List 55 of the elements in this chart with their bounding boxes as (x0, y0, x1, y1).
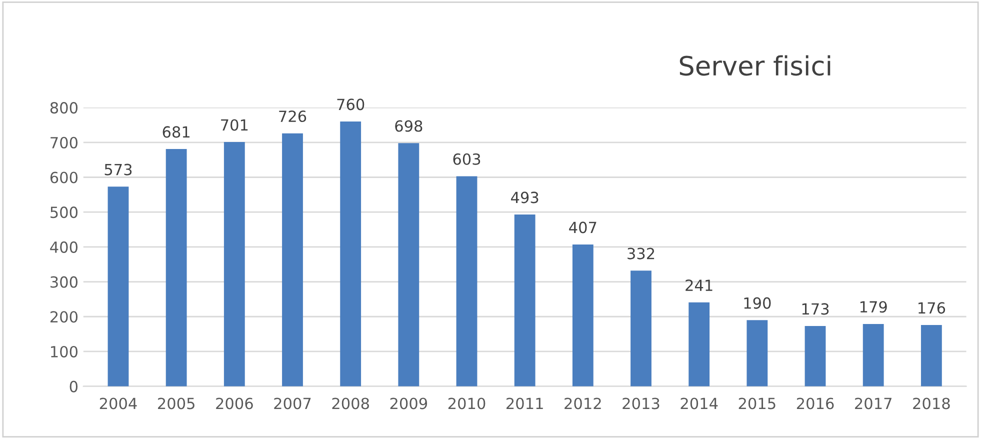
bar (746, 320, 768, 386)
data-label: 573 (104, 164, 132, 176)
x-tick-label: 2014 (680, 398, 718, 410)
bar (166, 149, 187, 386)
data-label: 241 (686, 279, 712, 291)
x-tick-label: 2011 (506, 398, 543, 410)
data-label: 407 (569, 222, 596, 234)
y-tick-label: 500 (50, 206, 78, 218)
bar (456, 176, 478, 386)
x-tick-label: 2006 (216, 398, 253, 410)
x-tick-label: 2007 (274, 398, 311, 410)
bar (572, 244, 594, 386)
data-label: 681 (162, 126, 190, 138)
x-tick-label: 2012 (564, 398, 601, 410)
data-label: 190 (744, 297, 771, 309)
bar (340, 121, 362, 386)
bar (630, 270, 652, 386)
data-label: 176 (918, 302, 946, 314)
data-label: 698 (395, 120, 422, 132)
x-tick-label: 2017 (855, 398, 892, 410)
y-tick-label: 400 (50, 241, 78, 253)
bar (688, 302, 710, 386)
data-label: 332 (628, 248, 654, 260)
bar (398, 143, 420, 386)
x-tick-label: 2013 (622, 398, 660, 410)
bar (514, 214, 536, 386)
y-tick-label: 100 (51, 346, 78, 358)
x-tick-label: 2016 (796, 398, 834, 410)
bar (224, 142, 245, 386)
bar (920, 324, 942, 386)
y-tick-label: 0 (70, 380, 78, 392)
bar (804, 326, 826, 386)
data-label: 493 (511, 192, 538, 204)
data-label: 173 (802, 303, 829, 315)
x-tick-label: 2004 (100, 398, 137, 410)
x-tick-label: 2010 (448, 398, 486, 410)
data-label: 603 (453, 153, 480, 165)
y-tick-label: 700 (50, 136, 78, 148)
bar (862, 324, 884, 386)
y-tick-label: 800 (50, 102, 78, 114)
data-label: 726 (279, 110, 306, 122)
chart-title: Server fisici (680, 55, 830, 76)
x-tick-label: 2015 (738, 398, 776, 410)
x-tick-label: 2008 (332, 398, 369, 410)
x-tick-label: 2005 (158, 398, 194, 410)
data-label: 760 (337, 98, 364, 110)
y-tick-label: 300 (50, 276, 78, 288)
bar (282, 133, 303, 386)
data-label: 179 (860, 301, 887, 313)
x-tick-label: 2009 (390, 398, 428, 410)
data-label: 701 (221, 119, 248, 131)
x-tick-label: 2018 (913, 398, 950, 410)
y-tick-label: 200 (50, 311, 78, 323)
bar (108, 186, 129, 386)
y-tick-label: 600 (50, 172, 78, 184)
